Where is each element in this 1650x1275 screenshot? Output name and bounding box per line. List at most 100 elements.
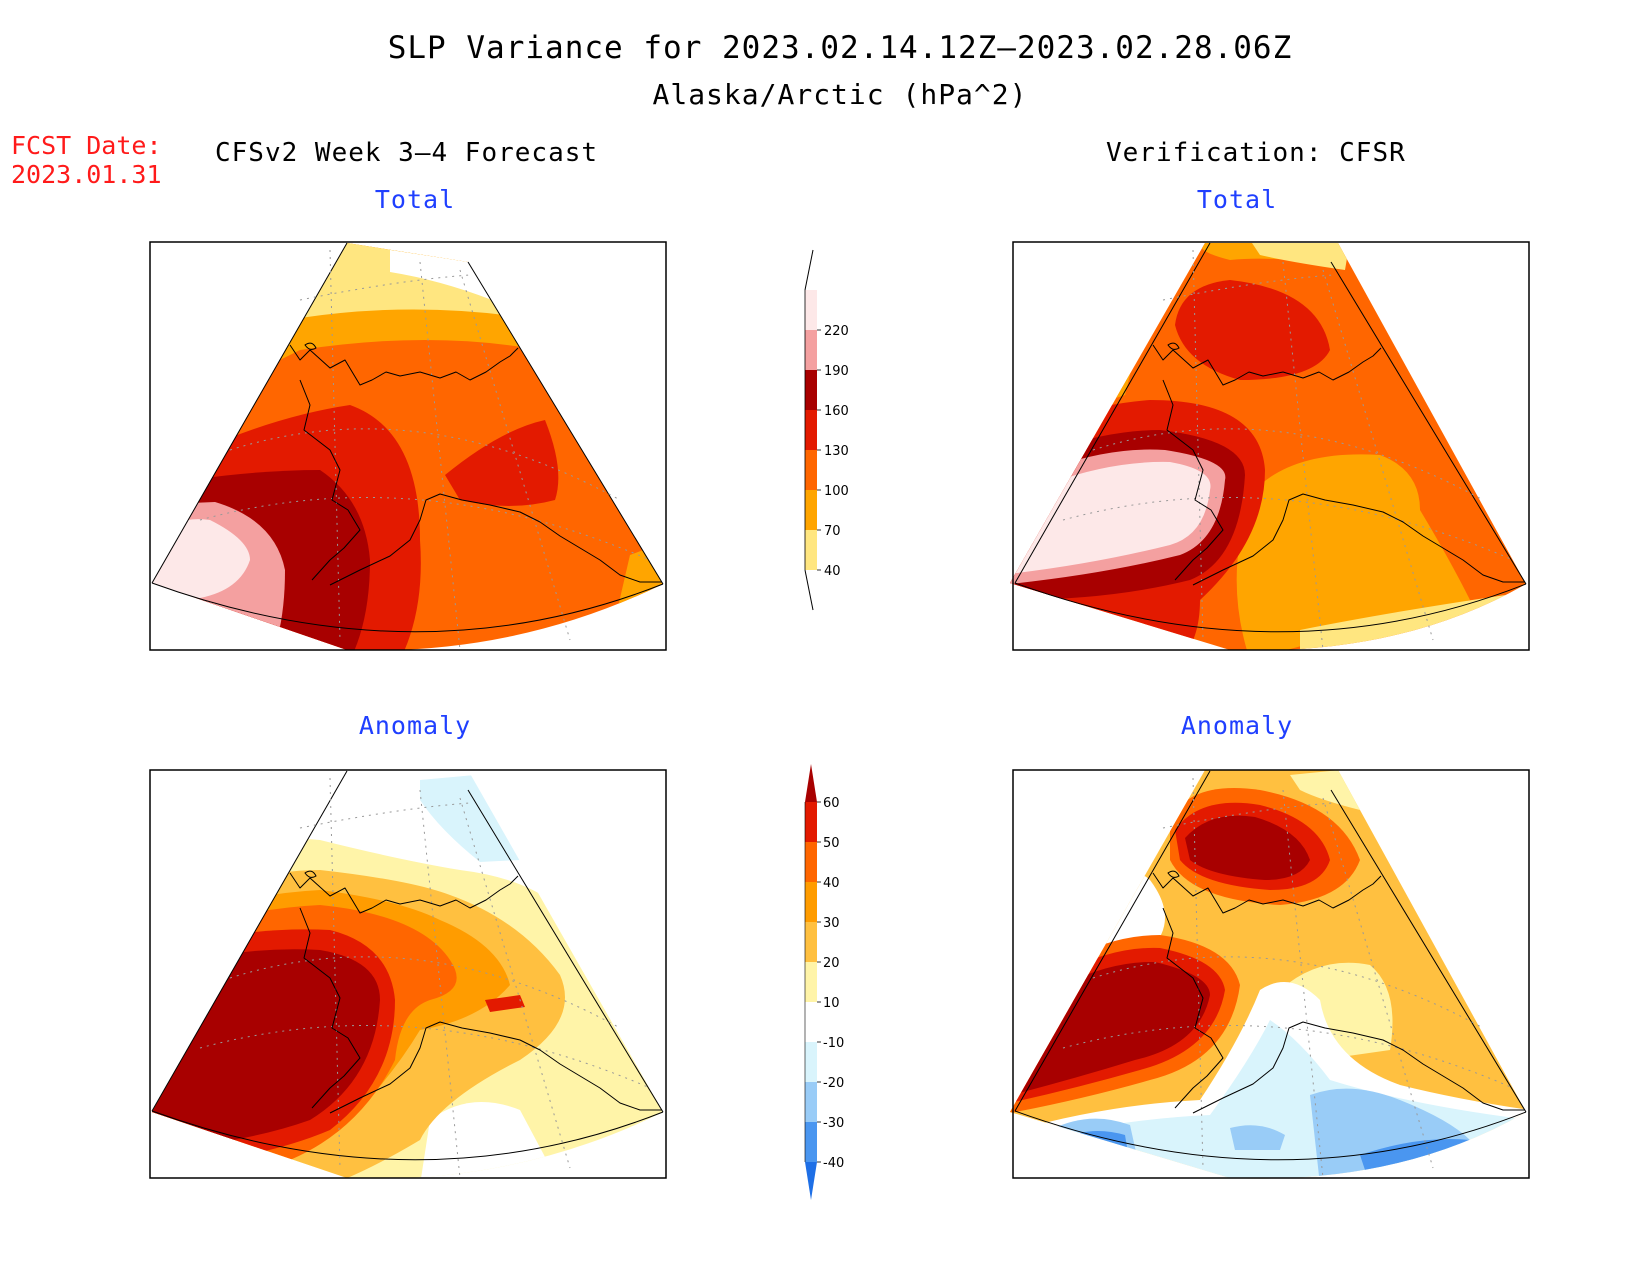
forecast-anomaly-sector-edge-left: [151, 770, 348, 1112]
verification-anomaly-graticule-line: [1322, 797, 1434, 1169]
verification-anomaly-sector-edge-right: [1330, 789, 1527, 1113]
total-colorbar-swatch: [805, 490, 817, 530]
verification-total-sector-edge-bottom: [1014, 582, 1527, 633]
main-title: SLP Variance for 2023.02.14.12Z—2023.02.…: [387, 30, 1293, 66]
verification-anomaly-graticule-line: [1162, 802, 1334, 829]
verification-total-frame-group: [1012, 241, 1530, 651]
verification-anomaly-map: [1010, 770, 1526, 1179]
forecast-total-graticule-line: [229, 428, 621, 501]
forecast-total-sector-edge-right: [467, 261, 664, 585]
forecast-total-graticule-line: [199, 497, 651, 561]
anomaly-colorbar-swatch: [805, 1042, 817, 1082]
verification-total-title: Total: [1196, 185, 1278, 214]
panel-decorations: [149, 241, 1530, 1179]
forecast-total-field-below-40: [390, 250, 492, 300]
forecast-total-sector-edge-bottom: [151, 582, 664, 633]
verification-total-island: [1167, 342, 1180, 350]
forecast-anomaly-field-50-60-spot: [485, 995, 525, 1012]
verification-anomaly-field-negative-20-30-east: [1310, 1088, 1470, 1179]
anomaly-colorbar-label: 40: [823, 876, 840, 891]
anomaly-colorbar-swatch: [805, 922, 817, 962]
anomaly-colorbar-swatch: [805, 842, 817, 882]
total-colorbar-bottom-extension: [804, 569, 814, 611]
verification-total-coastline: [1152, 344, 1525, 586]
anomaly-colorbar: -40 -30 -20 -10 10 20 30 40 50 60: [804, 764, 844, 1200]
verification-anomaly-coastline: [1152, 872, 1525, 1114]
forecast-anomaly-field-negative-10-20: [420, 775, 520, 862]
forecast-total-map: [152, 243, 663, 651]
total-colorbar-swatch: [805, 450, 817, 490]
verification-total-graticule-line: [1092, 428, 1484, 501]
verification-anomaly-field-above-60-north: [1185, 815, 1310, 880]
forecast-column-heading: CFSv2 Week 3—4 Forecast: [215, 138, 599, 168]
verification-total-field-70-100-east: [1236, 454, 1470, 651]
verification-anomaly-sector-edge-left: [1014, 770, 1211, 1112]
total-colorbar-label: 70: [824, 524, 841, 539]
anomaly-colorbar-label: -30: [823, 1116, 844, 1131]
forecast-anomaly-graticule-line: [199, 1025, 651, 1089]
fcst-date-label: FCST Date:: [11, 131, 162, 160]
verification-total-graticule-line: [1162, 274, 1334, 301]
forecast-total-frame-group: [149, 241, 667, 651]
anomaly-colorbar-label: 10: [823, 996, 840, 1011]
forecast-anomaly-coastline: [289, 872, 662, 1114]
subtitle: Alaska/Arctic (hPa^2): [652, 78, 1028, 111]
verification-anomaly-frame: [1012, 769, 1530, 1179]
total-colorbar-label: 130: [824, 444, 849, 459]
forecast-anomaly-sector-edge-right: [467, 789, 664, 1113]
total-colorbar-label: 40: [824, 564, 841, 579]
anomaly-colorbar-top-extension: [805, 764, 817, 802]
anomaly-colorbar-label: -20: [823, 1076, 844, 1091]
fcst-date-value: 2023.01.31: [11, 160, 162, 189]
forecast-total-title: Total: [374, 185, 456, 214]
forecast-anomaly-frame-group: [149, 769, 667, 1179]
anomaly-colorbar-label: 60: [823, 796, 840, 811]
anomaly-colorbar-label: 20: [823, 956, 840, 971]
forecast-total-island: [304, 342, 317, 350]
verification-anomaly-frame-group: [1012, 769, 1530, 1179]
total-colorbar-label: 220: [824, 324, 849, 339]
anomaly-colorbar-label: -10: [823, 1036, 844, 1051]
forecast-total-graticule-line: [459, 269, 571, 641]
anomaly-colorbar-swatch: [805, 1002, 817, 1042]
forecast-total-sector-edge-left: [151, 242, 348, 584]
verification-total-graticule-line: [1322, 269, 1434, 641]
anomaly-colorbar-swatch: [805, 1082, 817, 1122]
verification-anomaly-field-negative-30-40-west: [1060, 1131, 1130, 1170]
forecast-anomaly-sector-edge-bottom: [151, 1110, 664, 1161]
forecast-total-graticule-line: [299, 274, 471, 301]
anomaly-colorbar-swatch: [805, 962, 817, 1002]
anomaly-colorbar-swatch: [805, 1122, 817, 1162]
forecast-total-field-130-160-east: [445, 420, 559, 506]
total-colorbar-swatch: [805, 530, 817, 570]
total-colorbar-swatch: [805, 370, 817, 410]
forecast-anomaly-map: [152, 770, 663, 1179]
forecast-anomaly-graticule-line: [459, 797, 571, 1169]
forecast-total-frame: [149, 241, 667, 651]
verification-total-graticule-line: [1062, 497, 1514, 561]
verification-total-map: [1010, 243, 1526, 651]
forecast-anomaly-graticule-line: [229, 956, 621, 1029]
forecast-anomaly-island: [304, 870, 317, 878]
forecast-anomaly-title: Anomaly: [358, 711, 472, 740]
anomaly-colorbar-label: 50: [823, 836, 840, 851]
anomaly-colorbar-label: 30: [823, 916, 840, 931]
total-colorbar-label: 190: [824, 364, 849, 379]
verification-anomaly-sector-edge-bottom: [1014, 1110, 1527, 1161]
forecast-total-coastline: [289, 344, 662, 586]
verification-total-sector-edge-right: [1330, 261, 1527, 585]
forecast-anomaly-graticule-line: [299, 802, 471, 829]
verification-total-sector-edge-left: [1014, 242, 1211, 584]
total-colorbar-label: 100: [824, 484, 849, 499]
total-colorbar-label: 160: [824, 404, 849, 419]
verification-anomaly-graticule-line: [1092, 956, 1484, 1029]
anomaly-colorbar-label: -40: [823, 1156, 844, 1171]
verification-anomaly-field-10-20-north: [1290, 770, 1360, 810]
total-colorbar-swatch: [805, 330, 817, 370]
verification-total-frame: [1012, 241, 1530, 651]
verification-anomaly-field-negative-20-30-center: [1230, 1125, 1285, 1150]
anomaly-colorbar-swatch: [805, 882, 817, 922]
anomaly-colorbar-bottom-extension: [805, 1162, 817, 1200]
anomaly-colorbar-swatch: [805, 802, 817, 842]
total-colorbar: 40 70 100 130 160 190 220: [804, 249, 849, 611]
